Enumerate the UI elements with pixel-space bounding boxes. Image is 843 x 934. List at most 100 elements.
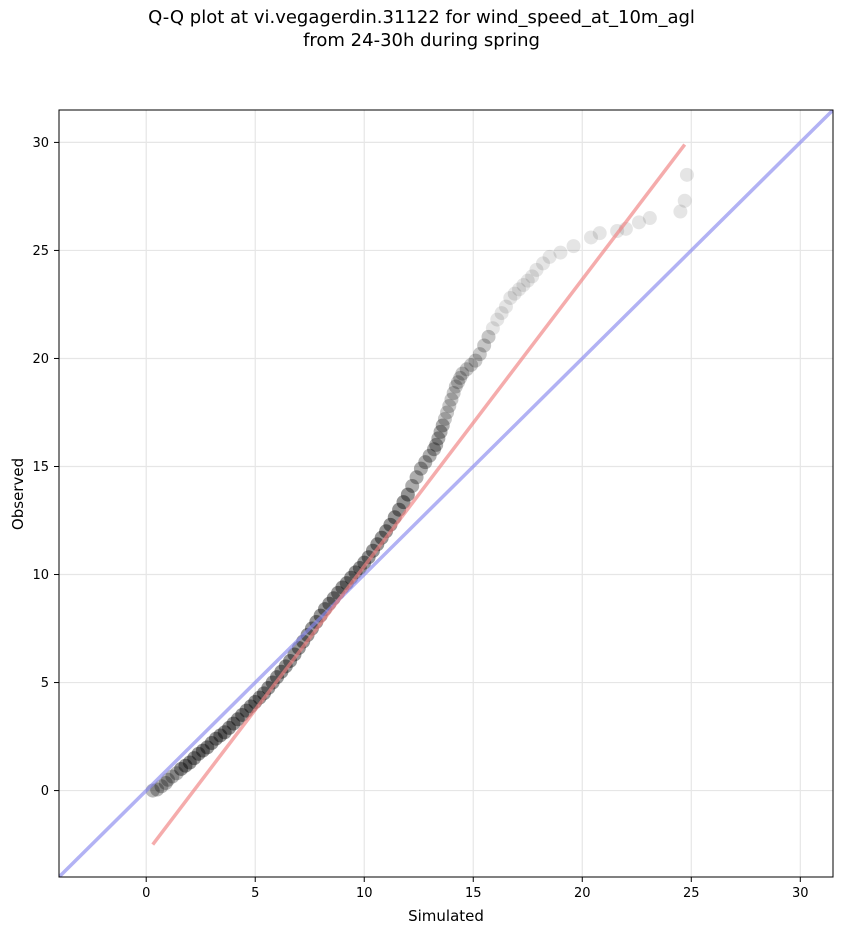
- identity-line: [59, 110, 833, 877]
- qq-point: [498, 299, 513, 314]
- qq-point: [191, 746, 206, 761]
- qq-point: [208, 731, 223, 746]
- y-tick-label: 0: [41, 784, 49, 799]
- qq-point: [352, 561, 367, 576]
- qq-point: [529, 262, 544, 277]
- qq-point: [217, 725, 232, 740]
- qq-point: [222, 720, 237, 735]
- qq-point: [182, 755, 197, 770]
- y-tick-label: 10: [32, 568, 49, 583]
- qq-point: [525, 269, 540, 284]
- axes: 0 5 10 15 20 25 30 0 5 10 15 20 25 30: [32, 136, 808, 901]
- qq-point: [464, 357, 479, 372]
- qq-point: [446, 386, 461, 401]
- qq-point: [422, 448, 437, 463]
- y-tick-label: 25: [32, 244, 49, 259]
- qq-point: [178, 758, 193, 773]
- qq-point: [459, 362, 474, 377]
- qq-point: [631, 215, 646, 230]
- qq-point: [520, 273, 535, 288]
- qq-point: [235, 707, 250, 722]
- qq-point: [413, 461, 428, 476]
- qq-point: [437, 411, 452, 426]
- qq-point: [490, 312, 505, 327]
- chart-title-line1: Q-Q plot at vi.vegagerdin.31122 for wind…: [148, 7, 695, 28]
- qq-point: [169, 766, 184, 781]
- qq-point: [455, 366, 470, 381]
- qq-point: [642, 211, 657, 226]
- x-tick-label: 20: [574, 886, 591, 901]
- x-tick-label: 15: [465, 886, 482, 901]
- qq-point: [158, 776, 173, 791]
- y-tick-label: 15: [32, 460, 49, 475]
- qq-point: [433, 424, 448, 439]
- qq-point: [583, 230, 598, 245]
- x-tick-label: 5: [251, 886, 259, 901]
- qq-point: [256, 686, 271, 701]
- y-tick-label: 30: [32, 136, 49, 151]
- qq-point: [213, 728, 228, 743]
- qq-point: [553, 245, 568, 260]
- qq-point: [150, 782, 165, 797]
- qq-point: [507, 286, 522, 301]
- chart-title: Q-Q plot at vi.vegagerdin.31122 for wind…: [0, 6, 843, 52]
- qq-point: [365, 543, 380, 558]
- qq-point: [370, 537, 385, 552]
- qq-point: [261, 680, 276, 695]
- qq-point: [453, 370, 468, 385]
- fit-line: [151, 143, 687, 846]
- x-tick-label: 25: [683, 886, 700, 901]
- qq-point: [444, 392, 459, 407]
- qq-point: [516, 278, 531, 293]
- qq-point: [195, 743, 210, 758]
- qq-point: [477, 338, 492, 353]
- qq-point: [161, 772, 176, 787]
- qq-point: [435, 418, 450, 433]
- qq-point: [226, 716, 241, 731]
- qq-point: [204, 736, 219, 751]
- qq-point: [448, 379, 463, 394]
- qq-point: [200, 740, 215, 755]
- qq-point: [409, 470, 424, 485]
- y-axis-label: Observed: [9, 458, 27, 530]
- qq-point: [481, 329, 496, 344]
- plot-area: [59, 110, 833, 877]
- qq-point: [165, 769, 180, 784]
- qq-point: [536, 256, 551, 271]
- qq-point: [542, 249, 557, 264]
- qq-point: [174, 761, 189, 776]
- qq-point: [427, 442, 442, 457]
- grid: [59, 110, 833, 877]
- qq-point: [440, 405, 455, 420]
- y-tick-label: 5: [41, 676, 49, 691]
- qq-point: [154, 779, 169, 794]
- qq-point: [472, 347, 487, 362]
- qq-point: [677, 193, 692, 208]
- qq-point: [442, 398, 457, 413]
- qq-point: [400, 487, 415, 502]
- qq-point: [468, 353, 483, 368]
- qq-point: [566, 239, 581, 254]
- qq-point: [265, 675, 280, 690]
- chart-title-line2: from 24-30h during spring: [303, 30, 540, 51]
- x-tick-label: 10: [356, 886, 373, 901]
- x-axis-label: Simulated: [408, 907, 484, 925]
- qq-point: [503, 290, 518, 305]
- qq-point: [679, 167, 694, 182]
- qq-point: [429, 437, 444, 452]
- x-tick-label: 30: [792, 886, 809, 901]
- qq-point: [431, 431, 446, 446]
- y-tick-label: 20: [32, 352, 49, 367]
- qq-point: [512, 282, 527, 297]
- qq-point: [230, 712, 245, 727]
- qq-point: [418, 455, 433, 470]
- qq-point: [673, 204, 688, 219]
- x-tick-label: 0: [142, 886, 150, 901]
- qq-point: [592, 226, 607, 241]
- qq-point: [494, 306, 509, 321]
- qq-point: [405, 478, 420, 493]
- plot-frame: [58, 109, 834, 878]
- qq-point: [187, 751, 202, 766]
- qq-point: [485, 321, 500, 336]
